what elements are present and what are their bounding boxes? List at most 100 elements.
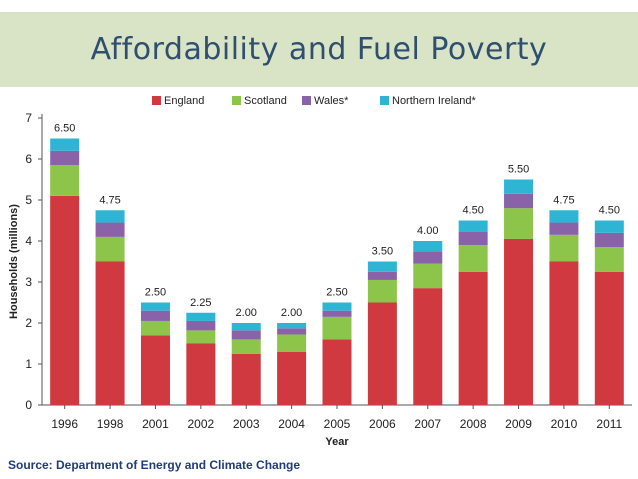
x-tick-label: 2004 (278, 417, 305, 431)
x-tick-label: 2010 (551, 417, 578, 431)
bar-segment-wales (504, 193, 534, 209)
total-label: 4.75 (553, 194, 574, 206)
y-tick-label: 1 (25, 357, 32, 371)
bar-segment-wales (140, 310, 170, 321)
x-tick-label: 2002 (187, 417, 214, 431)
bar-segment-england (322, 339, 352, 405)
x-tick-label: 1998 (97, 417, 124, 431)
bar-segment-england (367, 302, 397, 405)
bar-segment-scotland (140, 320, 170, 336)
bar-segment-northern-ireland (140, 302, 170, 311)
bar-segment-scotland (367, 279, 397, 303)
x-tick-label: 2003 (233, 417, 260, 431)
title-band: Affordability and Fuel Poverty (0, 12, 638, 87)
x-tick-label: 2001 (142, 417, 169, 431)
x-tick-label: 2009 (505, 417, 532, 431)
x-tick-label: 2005 (324, 417, 351, 431)
legend-label: Wales* (314, 95, 349, 107)
y-tick-label: 6 (25, 152, 32, 166)
bar-segment-northern-ireland (458, 220, 488, 232)
bar-segment-wales (95, 222, 125, 237)
bar-segment-wales (231, 330, 261, 340)
bar-segment-wales (549, 222, 579, 235)
bar-segment-northern-ireland (50, 138, 80, 151)
legend-label: Northern Ireland* (392, 95, 476, 107)
legend-swatch (232, 96, 241, 105)
legend-swatch (152, 96, 161, 105)
bar-segment-wales (277, 328, 307, 335)
bar-segment-wales (367, 271, 397, 280)
bar-segment-england (231, 353, 261, 405)
total-label: 2.25 (190, 297, 211, 309)
bar-segment-wales (50, 150, 80, 166)
total-label: 2.00 (281, 307, 302, 319)
total-label: 2.50 (326, 287, 347, 299)
bar-segment-scotland (186, 330, 216, 344)
legend-label: England (164, 95, 204, 107)
bar-segment-scotland (549, 234, 579, 262)
bar-segment-wales (322, 310, 352, 317)
bar-segment-wales (594, 232, 624, 248)
bar-segment-scotland (504, 208, 534, 239)
y-tick-label: 5 (25, 193, 32, 207)
bar-segment-england (140, 335, 170, 405)
bar-segment-northern-ireland (549, 210, 579, 223)
bar-segment-northern-ireland (594, 220, 624, 233)
total-label: 4.50 (462, 205, 483, 217)
bar-segment-england (549, 261, 579, 405)
bar-segment-scotland (413, 263, 443, 289)
bar-segment-england (95, 261, 125, 405)
y-tick-label: 7 (25, 111, 32, 125)
bar-segment-scotland (95, 236, 125, 262)
y-axis-label: Households (millions) (8, 204, 20, 319)
bar-segment-wales (186, 320, 216, 331)
bar-segment-england (413, 288, 443, 405)
bar-segment-northern-ireland (95, 210, 125, 223)
y-tick-label: 0 (25, 398, 32, 412)
legend-swatch (302, 96, 311, 105)
bar-segment-wales (458, 231, 488, 246)
bar-segment-scotland (231, 339, 261, 354)
x-tick-label: 1996 (51, 417, 78, 431)
total-label: 4.50 (599, 205, 620, 217)
total-label: 3.50 (372, 246, 393, 258)
bar-segment-england (458, 271, 488, 405)
y-tick-label: 2 (25, 316, 32, 330)
bar-segment-scotland (322, 316, 352, 340)
source-note: Source: Department of Energy and Climate… (8, 458, 301, 472)
bar-segment-northern-ireland (277, 323, 307, 329)
bar-segment-england (186, 343, 216, 405)
bar-segment-wales (413, 251, 443, 264)
total-label: 4.75 (99, 194, 120, 206)
x-tick-label: 2008 (460, 417, 487, 431)
x-axis-label: Year (325, 436, 349, 448)
x-tick-label: 2011 (596, 417, 622, 431)
bar-segment-northern-ireland (322, 302, 352, 311)
bar-segment-northern-ireland (186, 312, 216, 321)
total-label: 2.00 (236, 307, 257, 319)
total-label: 2.50 (145, 287, 166, 299)
bar-segment-northern-ireland (413, 241, 443, 252)
bar-segment-england (277, 351, 307, 405)
legend-label: Scotland (244, 95, 287, 107)
bar-segment-scotland (50, 165, 80, 196)
legend-swatch (380, 96, 389, 105)
bar-segment-northern-ireland (367, 261, 397, 272)
slide-title: Affordability and Fuel Poverty (90, 32, 548, 67)
x-tick-label: 2007 (414, 417, 441, 431)
bar-segment-scotland (277, 334, 307, 352)
bar-segment-northern-ireland (231, 323, 261, 331)
x-tick-label: 2006 (369, 417, 396, 431)
total-label: 6.50 (54, 123, 75, 135)
y-tick-label: 4 (25, 234, 32, 248)
total-label: 5.50 (508, 164, 529, 176)
y-tick-label: 3 (25, 275, 32, 289)
bar-segment-scotland (458, 245, 488, 272)
bar-segment-england (504, 238, 534, 405)
total-label: 4.00 (417, 225, 438, 237)
bar-segment-northern-ireland (504, 179, 534, 194)
bar-segment-england (594, 271, 624, 405)
bar-segment-england (50, 195, 80, 405)
bar-segment-scotland (594, 247, 624, 272)
